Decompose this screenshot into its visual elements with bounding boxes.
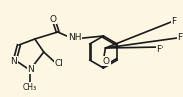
Text: O: O [103, 56, 110, 65]
Text: Cl: Cl [54, 59, 63, 68]
Text: F: F [178, 33, 183, 42]
Text: NH: NH [68, 33, 81, 42]
Text: CH₃: CH₃ [23, 83, 37, 91]
Text: N: N [27, 65, 34, 74]
Text: N: N [11, 56, 17, 65]
Text: O: O [49, 14, 56, 23]
Text: F: F [171, 17, 177, 26]
Text: F: F [156, 45, 162, 55]
